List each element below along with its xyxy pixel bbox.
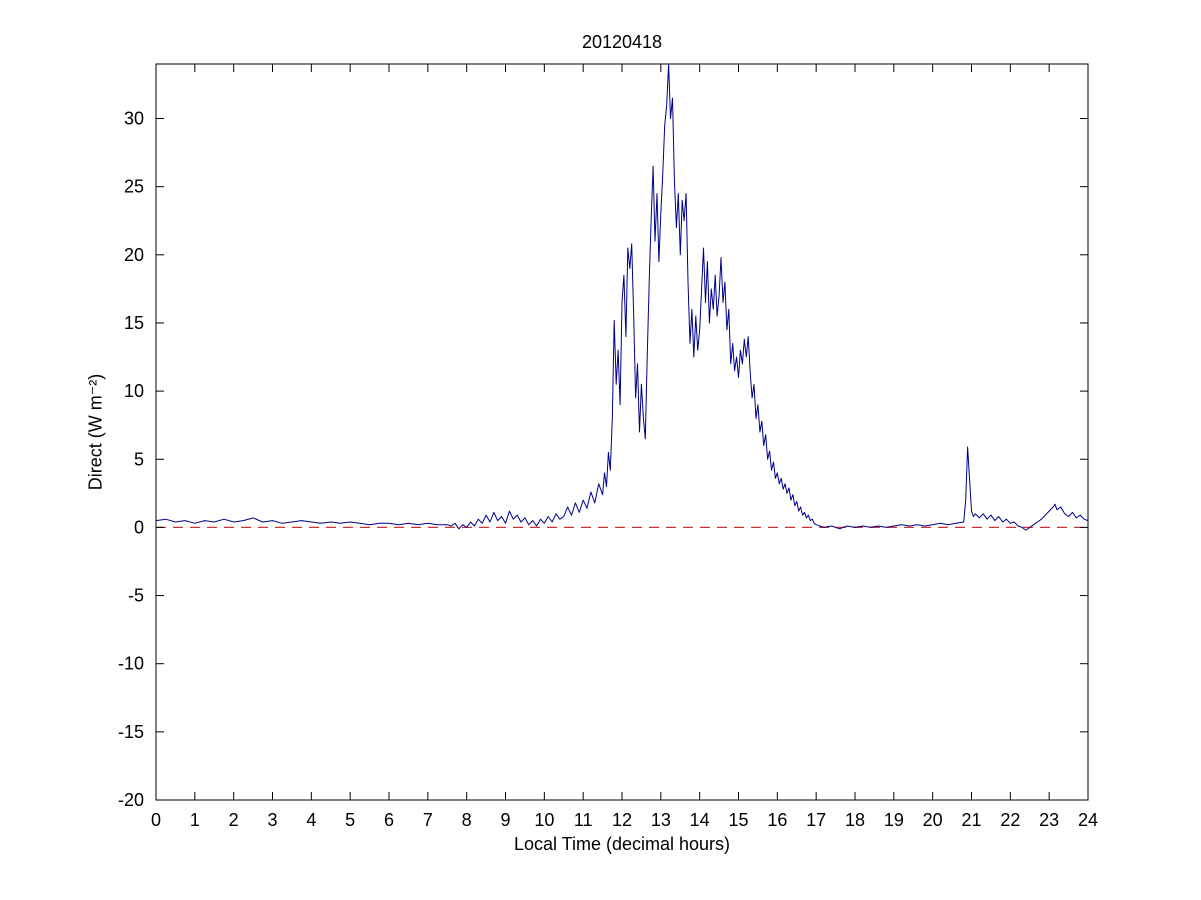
y-tick-label: -20	[118, 790, 144, 810]
x-axis-label: Local Time (decimal hours)	[513, 834, 731, 854]
y-tick-label: 25	[124, 177, 144, 197]
direct-series-line	[155, 63, 1089, 531]
x-tick-label: 10	[534, 810, 554, 830]
x-tick-label: 13	[651, 810, 671, 830]
y-tick-label: 15	[124, 313, 144, 333]
x-tick-label: 9	[500, 810, 510, 830]
x-tick-label: 6	[384, 810, 394, 830]
x-tick-label: 0	[151, 810, 161, 830]
x-tick-label: 22	[1000, 810, 1020, 830]
y-tick-label: -10	[118, 654, 144, 674]
axes-box	[155, 63, 1089, 801]
y-tick-label: -15	[118, 722, 144, 742]
x-tick-label: 20	[923, 810, 943, 830]
x-tick-label: 11	[574, 810, 593, 830]
x-tick-label: 2	[229, 810, 239, 830]
x-tick-label: 16	[767, 810, 787, 830]
x-tick-label: 23	[1039, 810, 1059, 830]
x-tick-label: 21	[961, 810, 981, 830]
x-tick-label: 17	[806, 810, 826, 830]
y-tick-label: 0	[134, 517, 144, 537]
y-tick-label: -5	[128, 586, 144, 606]
x-tick-label: 4	[306, 810, 316, 830]
x-tick-label: 1	[190, 810, 200, 830]
y-tick-label: 20	[124, 245, 144, 265]
x-tick-label: 15	[728, 810, 748, 830]
y-tick-label: 30	[124, 109, 144, 129]
x-tick-label: 24	[1078, 810, 1098, 830]
x-tick-label: 19	[884, 810, 904, 830]
x-tick-label: 14	[690, 810, 710, 830]
x-tick-label: 8	[462, 810, 472, 830]
chart-title: 20120418	[581, 32, 663, 52]
x-tick-label: 12	[612, 810, 632, 830]
y-tick-label: 10	[124, 381, 144, 401]
x-tick-label: 5	[345, 810, 355, 830]
x-tick-label: 7	[423, 810, 433, 830]
y-tick-label: 5	[134, 449, 144, 469]
x-tick-label: 3	[267, 810, 277, 830]
x-tick-label: 18	[845, 810, 865, 830]
